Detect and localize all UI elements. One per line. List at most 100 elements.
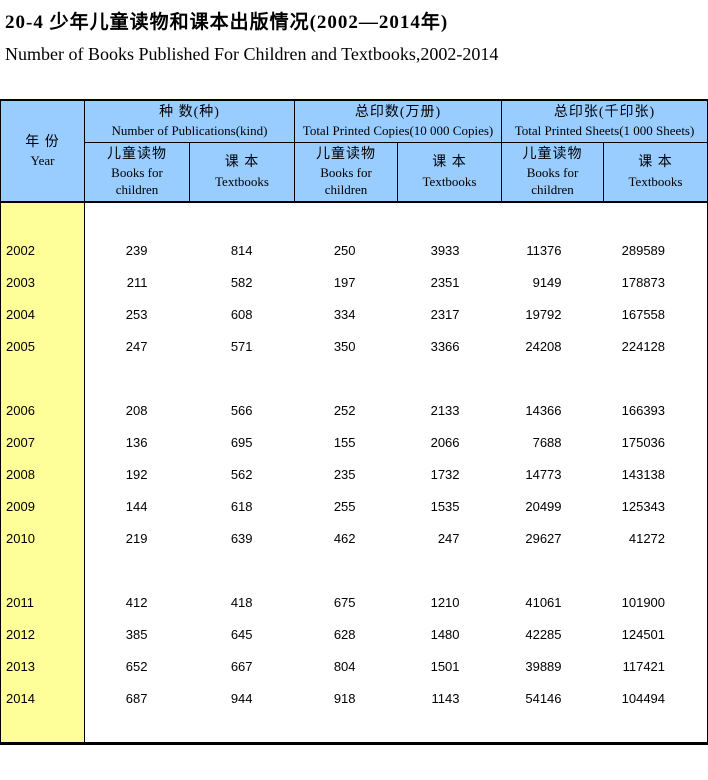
value-cell: 334 bbox=[333, 306, 356, 322]
page-title: 20-4 少年儿童读物和课本出版情况(2002—2014年) bbox=[5, 12, 449, 33]
subheader-zh: 儿童读物 bbox=[522, 147, 583, 163]
spacer-cell bbox=[85, 554, 708, 586]
value-cell: 1480 bbox=[430, 626, 460, 642]
subheader-en: Textbooks bbox=[422, 174, 477, 190]
group-header-printed-copies: 总印数(万册) Total Printed Copies(10 000 Copi… bbox=[294, 99, 503, 144]
table-row: 2003 211 582 197 2351 9149 178873 bbox=[0, 266, 708, 299]
value-cell: 197 bbox=[333, 274, 356, 290]
group-publications-en: Number of Publications(kind) bbox=[111, 123, 268, 139]
value-cell: 645 bbox=[230, 626, 253, 642]
value-cell: 462 bbox=[333, 530, 356, 546]
value-cell: 1210 bbox=[430, 594, 460, 610]
subheader-zh: 课 本 bbox=[224, 155, 260, 171]
group-printed-copies-en: Total Printed Copies(10 000 Copies) bbox=[302, 123, 494, 139]
value-cell: 652 bbox=[125, 658, 148, 674]
value-cell: 117421 bbox=[622, 658, 666, 674]
value-cell: 7688 bbox=[532, 434, 562, 450]
subheader-zh: 儿童读物 bbox=[107, 147, 167, 163]
spacer-cell bbox=[85, 362, 708, 394]
subheader-en: Books for children bbox=[111, 165, 163, 198]
page: 20-4 少年儿童读物和课本出版情况(2002—2014年) Number of… bbox=[0, 7, 708, 780]
value-cell: 192 bbox=[125, 466, 148, 482]
subheader-sheets-textbooks: 课 本 Textbooks bbox=[603, 142, 708, 204]
value-cell: 571 bbox=[230, 338, 253, 354]
table-row: 2009 144 618 255 1535 20499 125343 bbox=[0, 490, 708, 523]
value-cell: 253 bbox=[125, 306, 148, 322]
value-cell: 54146 bbox=[525, 690, 562, 706]
page-subtitle: Number of Books Published For Children a… bbox=[5, 44, 499, 64]
value-cell: 144 bbox=[125, 498, 148, 514]
subheader-zh: 课 本 bbox=[638, 155, 673, 171]
year-cell: 2007 bbox=[0, 426, 85, 459]
table-row: 2014 687 944 918 1143 54146 104494 bbox=[0, 682, 708, 715]
year-cell: 2014 bbox=[0, 682, 85, 715]
value-cell: 687 bbox=[125, 690, 148, 706]
value-cell: 155 bbox=[333, 434, 356, 450]
table-row: 2013 652 667 804 1501 39889 117421 bbox=[0, 650, 708, 683]
group-printed-copies-zh: 总印数(万册) bbox=[354, 105, 442, 120]
group-printed-sheets-zh: 总印张(千印张) bbox=[553, 105, 656, 120]
year-column-header: 年 份 Year bbox=[0, 99, 85, 204]
year-column-fill bbox=[0, 554, 85, 587]
value-cell: 667 bbox=[230, 658, 253, 674]
value-cell: 20499 bbox=[525, 498, 562, 514]
value-cell: 250 bbox=[333, 242, 356, 258]
value-cell: 675 bbox=[333, 594, 356, 610]
spacer-cell bbox=[85, 714, 708, 743]
value-cell: 14773 bbox=[525, 466, 562, 482]
year-cell: 2008 bbox=[0, 458, 85, 491]
value-cell: 175036 bbox=[621, 434, 666, 450]
subheader-en: Books for children bbox=[320, 165, 372, 198]
value-cell: 639 bbox=[230, 530, 253, 546]
group-publications-zh: 种 数(种) bbox=[159, 105, 220, 120]
value-cell: 239 bbox=[125, 242, 148, 258]
table-row: 2010 219 639 462 247 29627 41272 bbox=[0, 522, 708, 555]
value-cell: 41061 bbox=[525, 594, 562, 610]
year-cell: 2004 bbox=[0, 298, 85, 331]
value-cell: 19792 bbox=[525, 306, 562, 322]
table-row: 2011 412 418 675 1210 41061 101900 bbox=[0, 586, 708, 619]
value-cell: 39889 bbox=[525, 658, 562, 674]
statistics-table: 年 份 Year 种 数(种) Number of Publications(k… bbox=[0, 99, 708, 745]
value-cell: 918 bbox=[333, 690, 356, 706]
value-cell: 14366 bbox=[525, 402, 562, 418]
table-row: 2006 208 566 252 2133 14366 166393 bbox=[0, 394, 708, 427]
year-column-fill bbox=[0, 362, 85, 395]
value-cell: 255 bbox=[333, 498, 356, 514]
year-header-en: Year bbox=[30, 152, 55, 168]
table-row: 2002 239 814 250 3933 11376 289589 bbox=[0, 234, 708, 267]
year-column-fill bbox=[0, 202, 85, 235]
value-cell: 41272 bbox=[628, 530, 666, 546]
value-cell: 582 bbox=[230, 274, 253, 290]
value-cell: 289589 bbox=[621, 242, 666, 258]
value-cell: 24208 bbox=[525, 338, 562, 354]
value-cell: 944 bbox=[230, 690, 253, 706]
spacer-row bbox=[0, 554, 708, 587]
year-cell: 2002 bbox=[0, 234, 85, 267]
value-cell: 385 bbox=[125, 626, 148, 642]
value-cell: 804 bbox=[333, 658, 356, 674]
table-row: 2012 385 645 628 1480 42285 124501 bbox=[0, 618, 708, 651]
value-cell: 29627 bbox=[525, 530, 562, 546]
spacer-row bbox=[0, 202, 708, 235]
value-cell: 350 bbox=[333, 338, 356, 354]
year-header-zh: 年 份 bbox=[25, 134, 60, 150]
value-cell: 104494 bbox=[621, 690, 666, 706]
value-cell: 1501 bbox=[430, 658, 460, 674]
value-cell: 1732 bbox=[430, 466, 460, 482]
year-cell: 2006 bbox=[0, 394, 85, 427]
value-cell: 219 bbox=[125, 530, 148, 546]
value-cell: 235 bbox=[333, 466, 356, 482]
subheader-copies-children: 儿童读物 Books for children bbox=[294, 142, 399, 204]
value-cell: 9149 bbox=[532, 274, 562, 290]
group-header-publications: 种 数(种) Number of Publications(kind) bbox=[83, 99, 296, 144]
table-row: 2004 253 608 334 2317 19792 167558 bbox=[0, 298, 708, 331]
value-cell: 2317 bbox=[430, 306, 460, 322]
value-cell: 618 bbox=[230, 498, 253, 514]
value-cell: 2133 bbox=[430, 402, 460, 418]
group-printed-sheets-en: Total Printed Sheets(1 000 Sheets) bbox=[514, 123, 695, 139]
value-cell: 42285 bbox=[525, 626, 562, 642]
subheader-publications-textbooks: 课 本 Textbooks bbox=[188, 142, 296, 204]
year-cell: 2012 bbox=[0, 618, 85, 651]
group-header-row: 年 份 Year 种 数(种) Number of Publications(k… bbox=[0, 99, 708, 204]
